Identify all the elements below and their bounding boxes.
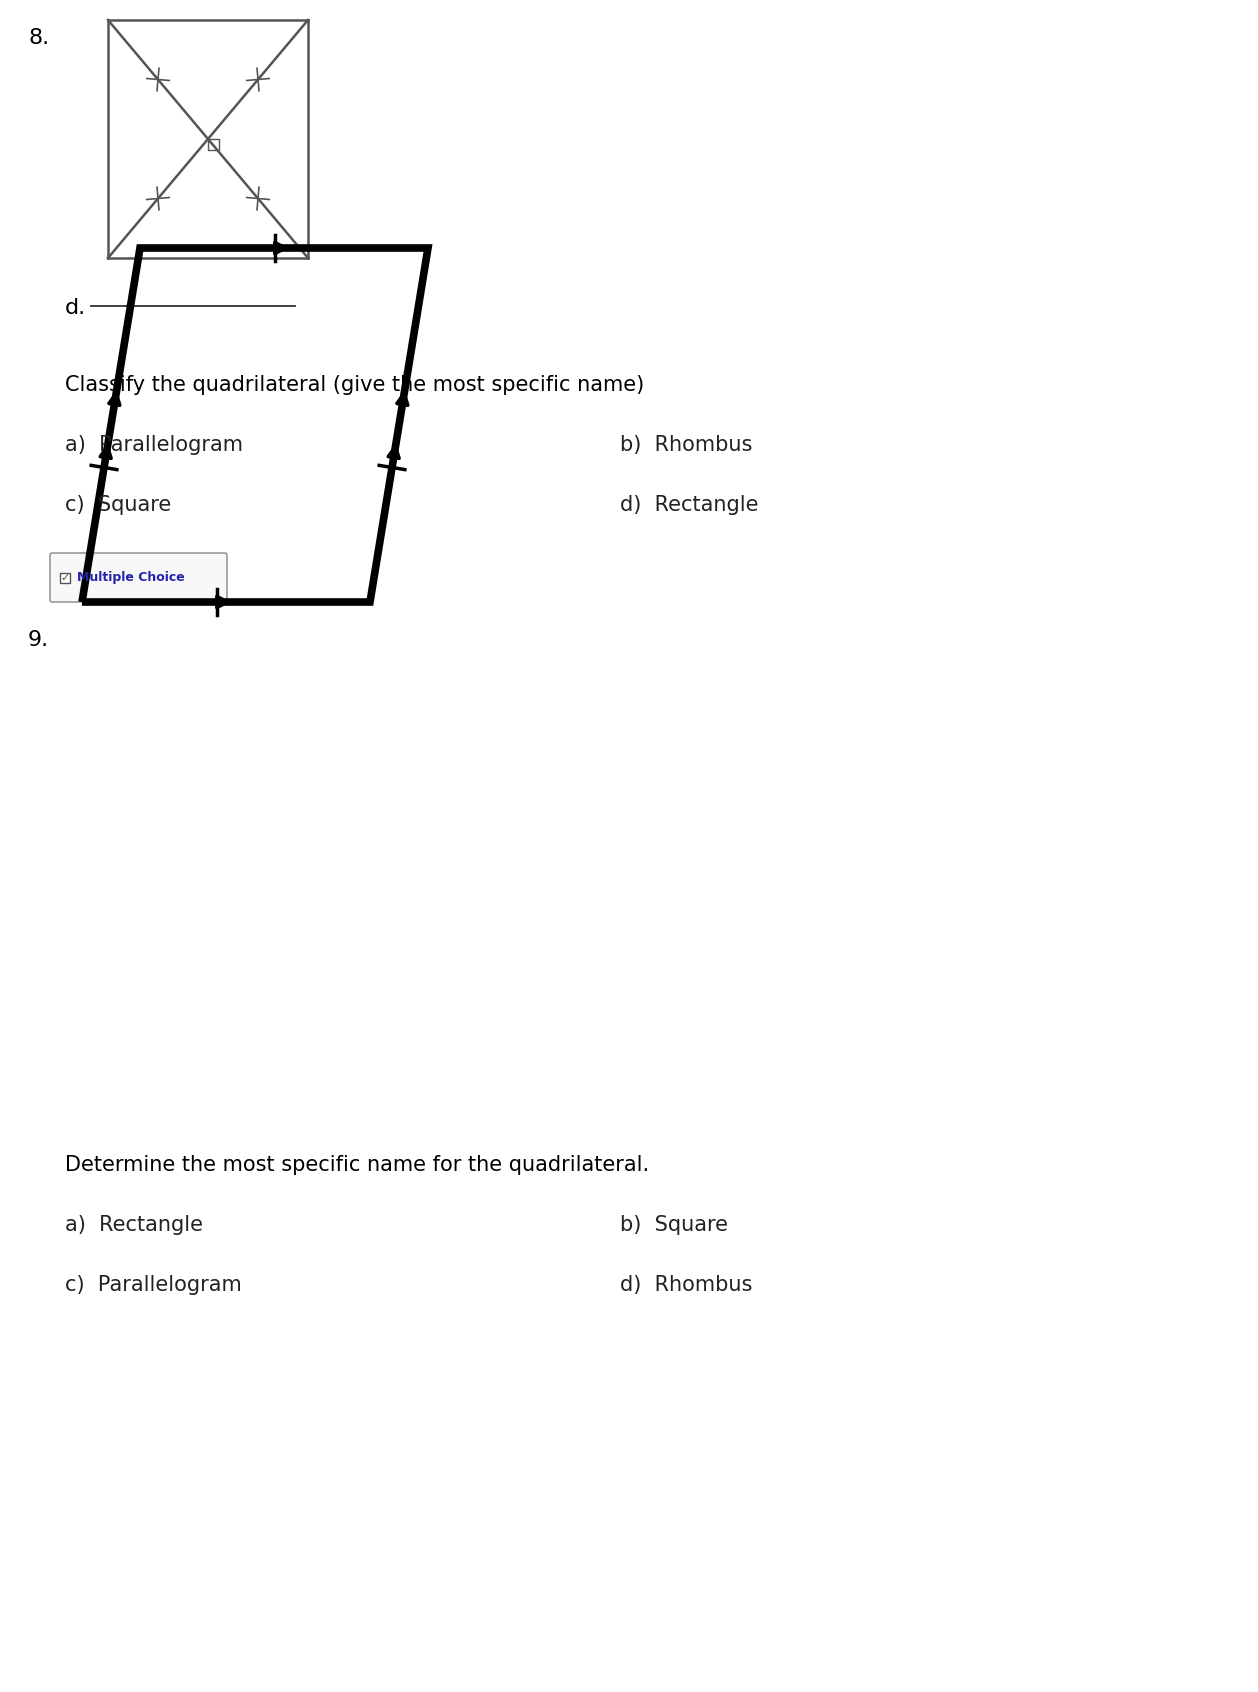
Text: Multiple Choice: Multiple Choice [77, 570, 185, 584]
Text: c)  Parallelogram: c) Parallelogram [65, 1276, 242, 1294]
Text: 8.: 8. [28, 29, 49, 47]
FancyBboxPatch shape [50, 553, 226, 602]
Text: d.: d. [65, 298, 86, 318]
Bar [60, 572, 70, 582]
Text: Classify the quadrilateral (give the most specific name): Classify the quadrilateral (give the mos… [65, 376, 644, 394]
Text: ✓: ✓ [60, 572, 69, 582]
Text: a)  Rectangle: a) Rectangle [65, 1215, 203, 1235]
Text: Determine the most specific name for the quadrilateral.: Determine the most specific name for the… [65, 1156, 649, 1174]
Text: b)  Rhombus: b) Rhombus [620, 435, 752, 455]
Text: b)  Square: b) Square [620, 1215, 728, 1235]
Text: a)  Parallelogram: a) Parallelogram [65, 435, 243, 455]
Text: 9.: 9. [28, 629, 49, 650]
Text: d)  Rectangle: d) Rectangle [620, 496, 759, 514]
Text: c)  Square: c) Square [65, 496, 171, 514]
Text: d)  Rhombus: d) Rhombus [620, 1276, 752, 1294]
